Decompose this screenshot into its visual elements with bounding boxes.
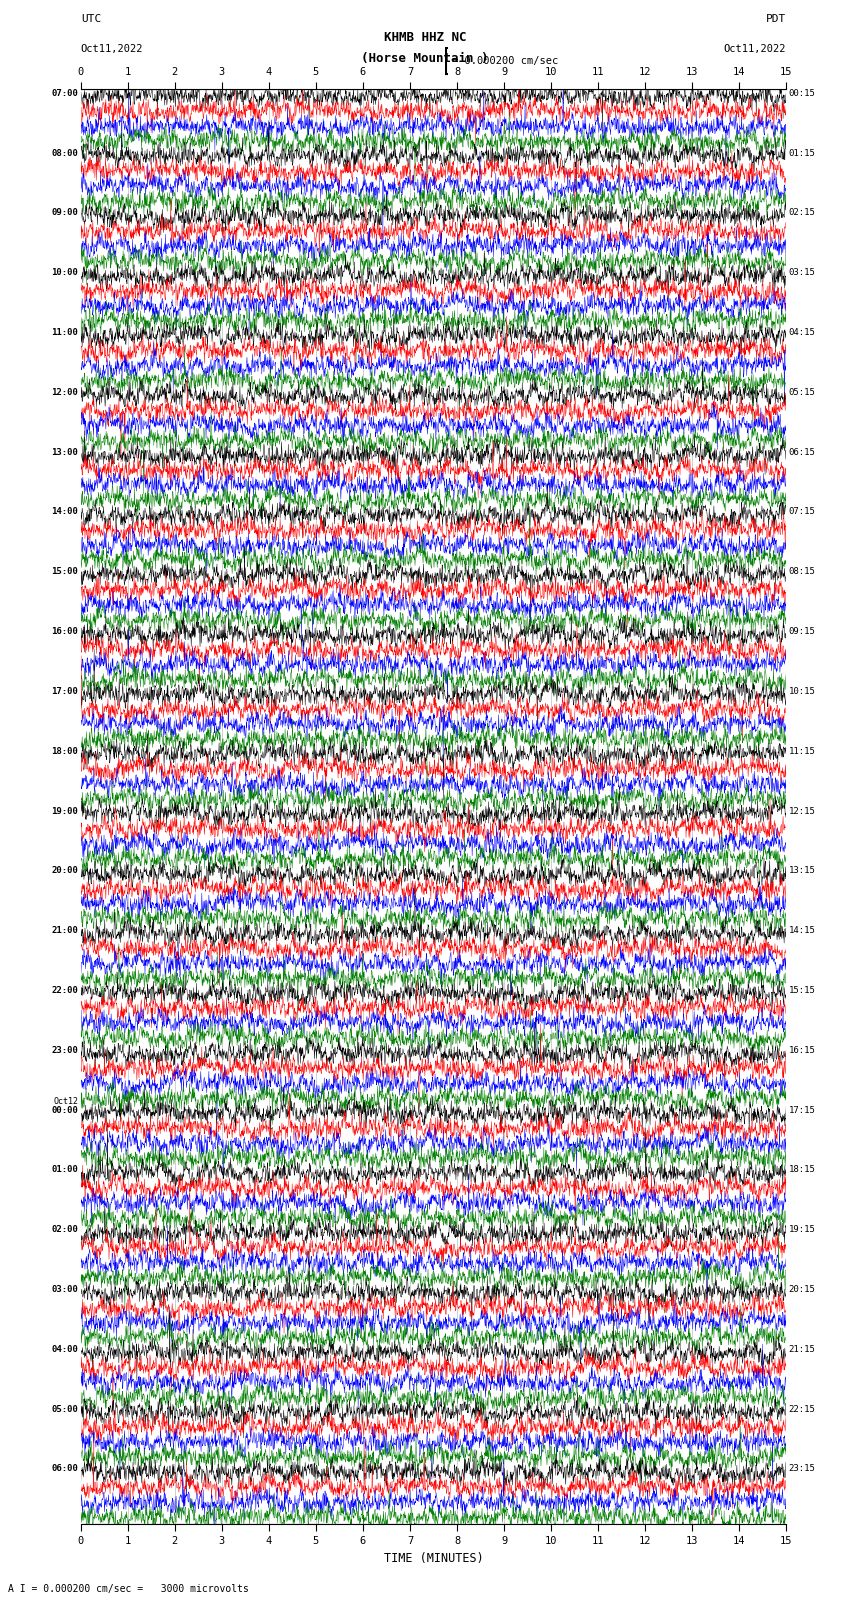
Text: 07:15: 07:15 (789, 508, 816, 516)
Text: 06:00: 06:00 (51, 1465, 78, 1473)
Text: 03:00: 03:00 (51, 1286, 78, 1294)
Text: 02:15: 02:15 (789, 208, 816, 218)
Text: 19:00: 19:00 (51, 806, 78, 816)
Text: KHMB HHZ NC: KHMB HHZ NC (383, 31, 467, 44)
Text: 00:15: 00:15 (789, 89, 816, 98)
Text: 02:00: 02:00 (51, 1226, 78, 1234)
Text: (Horse Mountain ): (Horse Mountain ) (361, 52, 489, 65)
Text: UTC: UTC (81, 15, 101, 24)
Text: 23:00: 23:00 (51, 1045, 78, 1055)
Text: 06:15: 06:15 (789, 447, 816, 456)
Text: 19:15: 19:15 (789, 1226, 816, 1234)
Text: Oct12: Oct12 (54, 1097, 78, 1105)
Text: 07:00: 07:00 (51, 89, 78, 98)
Text: 13:00: 13:00 (51, 447, 78, 456)
Text: 10:00: 10:00 (51, 268, 78, 277)
Text: 17:15: 17:15 (789, 1105, 816, 1115)
Text: 20:00: 20:00 (51, 866, 78, 876)
Text: 05:00: 05:00 (51, 1405, 78, 1413)
Text: 15:15: 15:15 (789, 986, 816, 995)
Text: 16:15: 16:15 (789, 1045, 816, 1055)
Text: 21:15: 21:15 (789, 1345, 816, 1353)
Text: 22:15: 22:15 (789, 1405, 816, 1413)
Text: 21:00: 21:00 (51, 926, 78, 936)
Text: 12:15: 12:15 (789, 806, 816, 816)
Text: 09:00: 09:00 (51, 208, 78, 218)
Text: 08:15: 08:15 (789, 568, 816, 576)
Text: Oct11,2022: Oct11,2022 (723, 44, 786, 53)
Text: 04:15: 04:15 (789, 327, 816, 337)
Text: 10:15: 10:15 (789, 687, 816, 695)
Text: 11:15: 11:15 (789, 747, 816, 755)
Text: 18:15: 18:15 (789, 1165, 816, 1174)
Text: 18:00: 18:00 (51, 747, 78, 755)
Text: A I = 0.000200 cm/sec =   3000 microvolts: A I = 0.000200 cm/sec = 3000 microvolts (8, 1584, 249, 1594)
Text: Oct11,2022: Oct11,2022 (81, 44, 144, 53)
Text: 22:00: 22:00 (51, 986, 78, 995)
Text: 17:00: 17:00 (51, 687, 78, 695)
Text: PDT: PDT (766, 15, 786, 24)
Text: = 0.000200 cm/sec: = 0.000200 cm/sec (452, 56, 558, 66)
Text: 14:00: 14:00 (51, 508, 78, 516)
Text: 01:15: 01:15 (789, 148, 816, 158)
Text: 11:00: 11:00 (51, 327, 78, 337)
Text: 08:00: 08:00 (51, 148, 78, 158)
Text: 15:00: 15:00 (51, 568, 78, 576)
X-axis label: TIME (MINUTES): TIME (MINUTES) (383, 1552, 484, 1565)
Text: 13:15: 13:15 (789, 866, 816, 876)
Text: 01:00: 01:00 (51, 1165, 78, 1174)
Text: 23:15: 23:15 (789, 1465, 816, 1473)
Text: 09:15: 09:15 (789, 627, 816, 636)
Text: 12:00: 12:00 (51, 387, 78, 397)
Text: 00:00: 00:00 (51, 1105, 78, 1115)
Text: 20:15: 20:15 (789, 1286, 816, 1294)
Text: 14:15: 14:15 (789, 926, 816, 936)
Text: 03:15: 03:15 (789, 268, 816, 277)
Text: 16:00: 16:00 (51, 627, 78, 636)
Text: 04:00: 04:00 (51, 1345, 78, 1353)
Text: 05:15: 05:15 (789, 387, 816, 397)
